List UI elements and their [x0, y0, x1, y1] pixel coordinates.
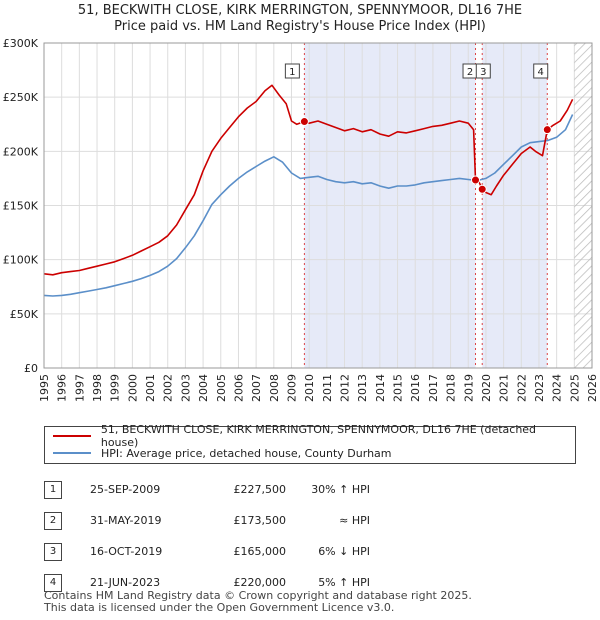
sale-number-badge: 4 — [44, 573, 62, 592]
x-tick-label: 2023 — [533, 374, 546, 402]
legend-label-hpi: HPI: Average price, detached house, Coun… — [101, 446, 392, 460]
sale-number-badge: 1 — [44, 480, 62, 499]
forecast-hatch — [574, 43, 592, 368]
legend-entry-hpi: HPI: Average price, detached house, Coun… — [53, 445, 392, 461]
y-tick-label: £200K — [3, 145, 39, 158]
sale-price: £165,000 — [233, 545, 287, 558]
sale-label-text: 3 — [480, 67, 486, 78]
x-tick-label: 2012 — [339, 374, 352, 402]
sale-point — [542, 125, 552, 135]
legend-line-property — [53, 435, 91, 437]
sale-date: 16-OCT-2019 — [90, 545, 163, 558]
x-tick-label: 2017 — [427, 374, 440, 402]
x-tick-label: 2016 — [409, 374, 422, 402]
sale-date: 31-MAY-2019 — [90, 514, 162, 527]
table-row: 3 16-OCT-2019 £165,000 6% ↓ HPI — [44, 536, 370, 567]
series-line — [43, 114, 574, 297]
x-tick-label: 2005 — [215, 374, 228, 402]
y-tick-label: £250K — [3, 91, 39, 104]
sale-number-badge: 2 — [44, 511, 62, 530]
sale-date: 21-JUN-2023 — [90, 576, 161, 589]
y-tick-label: £300K — [3, 37, 39, 50]
x-tick-label: 2003 — [179, 374, 192, 402]
sale-point — [477, 184, 487, 194]
x-tick-label: 2019 — [462, 374, 475, 402]
sale-label-box — [284, 63, 300, 79]
sale-price: £173,500 — [233, 514, 287, 527]
x-tick-label: 1996 — [56, 374, 69, 402]
x-tick-label: 2015 — [392, 374, 405, 402]
sales-table: 1 25-SEP-2009 £227,500 30% ↑ HPI 2 31-MA… — [44, 474, 370, 598]
x-tick-label: 2011 — [321, 374, 334, 402]
sale-hpi-comparison: ≈ HPI — [339, 514, 370, 527]
series-lines — [43, 84, 574, 297]
x-tick-label: 2007 — [250, 374, 263, 402]
sale-number-badge: 3 — [44, 542, 62, 561]
legend: 51, BECKWITH CLOSE, KIRK MERRINGTON, SPE… — [44, 423, 576, 464]
footer-copyright: Contains HM Land Registry data © Crown c… — [44, 589, 472, 602]
table-row: 1 25-SEP-2009 £227,500 30% ↑ HPI — [44, 474, 370, 505]
sale-label-text: 4 — [538, 67, 544, 78]
sale-label-box — [475, 63, 491, 79]
series-line — [43, 84, 574, 276]
sale-label-text: 2 — [467, 67, 473, 78]
sale-point — [471, 175, 481, 185]
sale-hpi-comparison: 5% ↑ HPI — [318, 576, 370, 589]
chart-title-line2: Price paid vs. HM Land Registry's House … — [114, 19, 486, 34]
x-tick-label: 2021 — [498, 374, 511, 402]
legend-label-property: 51, BECKWITH CLOSE, KIRK MERRINGTON, SPE… — [100, 423, 537, 449]
sale-date: 25-SEP-2009 — [90, 483, 161, 496]
sale-point — [299, 117, 309, 127]
x-tick-label: 2024 — [551, 374, 564, 402]
sale-date-lines — [303, 43, 548, 368]
x-tick-label: 2013 — [356, 374, 369, 402]
sale-price: £227,500 — [233, 483, 287, 496]
x-tick-label: 2006 — [232, 374, 245, 402]
x-tick-label: 2001 — [144, 374, 157, 402]
x-tick-label: 1997 — [73, 374, 86, 402]
sale-hpi-comparison: 30% ↑ HPI — [311, 483, 370, 496]
footer-licence: This data is licensed under the Open Gov… — [44, 601, 395, 614]
x-tick-label: 2018 — [445, 374, 458, 402]
x-tick-label: 1995 — [38, 374, 51, 402]
x-tick-label: 2022 — [515, 374, 528, 402]
sale-hpi-comparison: 6% ↓ HPI — [318, 545, 370, 558]
y-tick-label: £100K — [3, 254, 39, 267]
x-tick-label: 2009 — [285, 374, 298, 402]
footer: Contains HM Land Registry data © Crown c… — [44, 590, 472, 614]
x-tick-label: 2025 — [568, 374, 581, 402]
sale-label-text: 1 — [289, 67, 295, 78]
axes: £0 £50K £100K £150K £200K £250K £300K 1995 1996 1… — [3, 37, 599, 402]
y-tick-label: £0 — [24, 362, 38, 375]
x-tick-label: 2010 — [303, 374, 316, 402]
x-tick-label: 2014 — [374, 374, 387, 402]
x-tick-label: 2008 — [268, 374, 281, 402]
x-tick-label: 1998 — [91, 374, 104, 402]
forecast-region — [574, 43, 592, 368]
legend-entry-property: 51, BECKWITH CLOSE, KIRK MERRINGTON, SPE… — [53, 423, 575, 449]
x-tick-label: 2000 — [126, 374, 139, 402]
sale-label-box — [533, 63, 549, 79]
x-tick-label: 2026 — [586, 374, 599, 402]
legend-line-hpi — [53, 452, 91, 454]
x-tick-label: 1999 — [109, 374, 122, 402]
x-tick-label: 2004 — [197, 374, 210, 402]
sale-price: £220,000 — [233, 576, 287, 589]
x-tick-label: 2002 — [162, 374, 175, 402]
x-tick-label: 2020 — [480, 374, 493, 402]
y-tick-label: £150K — [3, 200, 39, 213]
table-row: 2 31-MAY-2019 £173,500 ≈ HPI — [44, 505, 370, 536]
chart-title-line1: 51, BECKWITH CLOSE, KIRK MERRINGTON, SPE… — [77, 3, 523, 18]
table-row: 4 21-JUN-2023 £220,000 5% ↑ HPI — [44, 567, 370, 598]
plot-frame — [43, 42, 593, 369]
y-tick-label: £50K — [10, 308, 39, 321]
